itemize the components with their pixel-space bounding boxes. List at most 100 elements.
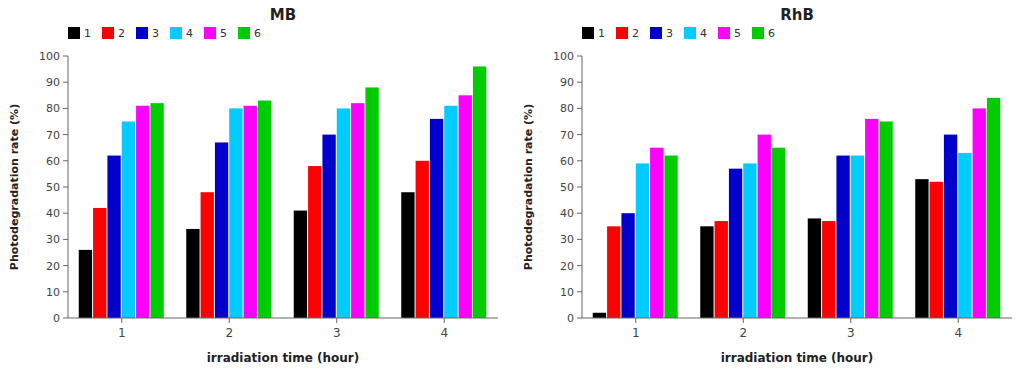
x-tick-label: 2 (225, 326, 233, 340)
bar (865, 119, 878, 318)
bar (93, 208, 106, 318)
y-tick (63, 134, 68, 135)
y-tick (577, 134, 582, 135)
y-tick-label: 100 (553, 50, 574, 63)
legend-label: 6 (254, 27, 261, 40)
legend-swatch (718, 27, 730, 39)
y-tick-label: 10 (560, 286, 574, 299)
legend-label: 5 (734, 27, 741, 40)
x-tick-label: 1 (118, 326, 126, 340)
y-tick-label: 30 (560, 233, 574, 246)
legend-label: 1 (84, 27, 91, 40)
legend-swatch (650, 27, 662, 39)
x-axis (68, 318, 498, 319)
bar (958, 153, 971, 318)
y-tick (577, 56, 582, 57)
x-tick (121, 318, 122, 323)
y-tick (63, 56, 68, 57)
y-tick (63, 108, 68, 109)
y-tick-label: 100 (39, 50, 60, 63)
bar (729, 169, 742, 318)
y-tick (63, 160, 68, 161)
legend-label: 4 (186, 27, 193, 40)
x-tick (743, 318, 744, 323)
y-axis-label: Photodegradation rate (%) (8, 104, 21, 270)
y-tick (577, 160, 582, 161)
bar (915, 179, 928, 318)
x-tick (336, 318, 337, 323)
y-tick (63, 265, 68, 266)
bar (593, 313, 606, 318)
bar (715, 221, 728, 318)
bar (416, 161, 429, 318)
y-tick (63, 291, 68, 292)
bar (294, 211, 307, 318)
bar (808, 218, 821, 318)
legend-swatch (238, 27, 250, 39)
y-tick (63, 213, 68, 214)
x-axis (582, 318, 1012, 319)
legend-label: 2 (118, 27, 125, 40)
x-tick-label: 1 (632, 326, 640, 340)
y-tick-label: 70 (560, 129, 574, 142)
y-axis (582, 56, 583, 318)
y-tick (577, 291, 582, 292)
legend-label: 4 (700, 27, 707, 40)
bar (772, 148, 785, 318)
chart-title: MB (270, 6, 296, 24)
bar (79, 250, 92, 318)
legend-swatch (68, 27, 80, 39)
bar (664, 156, 677, 318)
y-tick-label: 80 (560, 102, 574, 115)
bar (430, 119, 443, 318)
legend-swatch (136, 27, 148, 39)
y-tick-label: 0 (567, 312, 574, 325)
y-tick (577, 213, 582, 214)
y-tick (63, 187, 68, 188)
y-tick-label: 10 (46, 286, 60, 299)
bar (636, 163, 649, 318)
legend: 1 2 3 4 5 6 (68, 27, 261, 40)
legend-swatch (684, 27, 696, 39)
x-axis-label: irradiation time (hour) (721, 351, 874, 365)
legend-label: 2 (632, 27, 639, 40)
legend-swatch (204, 27, 216, 39)
x-tick (635, 318, 636, 323)
x-tick-label: 3 (847, 326, 855, 340)
bar (851, 156, 864, 318)
legend-label: 5 (220, 27, 227, 40)
x-tick-label: 2 (739, 326, 747, 340)
y-tick-label: 30 (46, 233, 60, 246)
bar (473, 66, 486, 318)
legend-label: 3 (666, 27, 673, 40)
y-tick (577, 82, 582, 83)
bar (944, 135, 957, 318)
bar (987, 98, 1000, 318)
x-tick (850, 318, 851, 323)
bar (700, 226, 713, 318)
bar (122, 122, 135, 319)
chart-panel: MB01020304050607080901001234irradiation … (8, 6, 498, 365)
bar (215, 142, 228, 318)
bar (401, 192, 414, 318)
y-tick (577, 239, 582, 240)
bars (79, 66, 487, 318)
chart-title: RhB (780, 6, 814, 24)
bar (337, 108, 350, 318)
legend-swatch (102, 27, 114, 39)
y-tick (577, 187, 582, 188)
bar (136, 106, 149, 318)
bar (836, 156, 849, 318)
bar (365, 87, 378, 318)
bar (244, 106, 257, 318)
bar (150, 103, 163, 318)
y-tick-label: 60 (46, 155, 60, 168)
legend-label: 3 (152, 27, 159, 40)
y-tick-label: 60 (560, 155, 574, 168)
chart-panel: RhB01020304050607080901001234irradiation… (522, 6, 1012, 365)
bar (186, 229, 199, 318)
x-axis-label: irradiation time (hour) (207, 351, 360, 365)
bar (459, 95, 472, 318)
y-tick-label: 40 (46, 207, 60, 220)
bar (879, 122, 892, 319)
